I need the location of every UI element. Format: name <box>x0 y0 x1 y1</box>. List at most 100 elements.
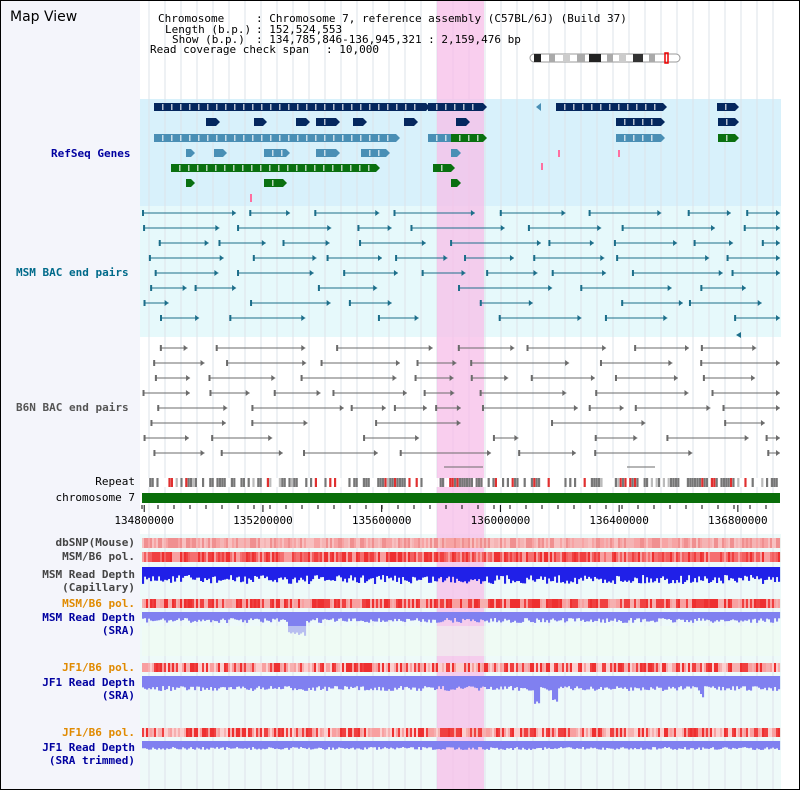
msm-sra-depth-bar <box>386 612 389 622</box>
msm-b6-pol-sra-cell <box>648 599 651 608</box>
msm-b6-pol-cell <box>600 552 603 562</box>
msm-sra-depth-bar <box>744 612 747 621</box>
jf1-sra-depth-bar <box>286 676 289 687</box>
msm-capillary-depth-bar <box>658 567 661 583</box>
dbsnp-cell <box>436 538 439 548</box>
msm-sra-depth-bar <box>354 612 357 619</box>
jf1-sra-depth-bar <box>348 676 351 690</box>
jf1-trimmed-depth-bar <box>546 741 549 749</box>
repeat-element <box>466 478 469 487</box>
jf1-b6-pol-cell <box>308 663 311 672</box>
jf1-trimmed-depth-bar <box>422 741 425 748</box>
b6n-bac-pair-end <box>457 345 460 351</box>
refseq-exon-gap <box>609 104 611 110</box>
jf1-b6-pol-trimmed-cell <box>192 728 195 737</box>
dbsnp-cell <box>164 538 167 548</box>
msm-capillary-depth-bar <box>706 567 709 579</box>
msm-bac-pair-end <box>218 240 221 246</box>
selected-region-highlight[interactable] <box>436 1 485 789</box>
dbsnp-cell <box>234 538 237 548</box>
jf1-trimmed-depth-bar <box>300 741 303 748</box>
repeat-element <box>384 478 387 487</box>
jf1-trimmed-depth-bar <box>166 741 169 749</box>
repeat-element <box>586 478 589 487</box>
b6n-bac-pair-end <box>573 405 578 411</box>
refseq-exon-gap <box>368 165 370 171</box>
jf1-sra-depth-bar <box>236 676 239 687</box>
dbsnp-cell <box>540 538 543 548</box>
jf1-b6-pol-trimmed-cell <box>652 728 655 737</box>
jf1-b6-pol-trimmed-cell <box>246 728 249 737</box>
dbsnp-cell <box>298 538 301 548</box>
jf1-b6-pol-cell <box>404 663 407 672</box>
jf1-trimmed-depth-bar <box>176 741 179 749</box>
dbsnp-cell <box>206 538 209 548</box>
jf1-sra-depth-bar <box>216 676 219 691</box>
jf1-b6-pol-trimmed-cell <box>712 728 715 737</box>
msm-b6-pol-sra-cell <box>604 599 607 608</box>
repeat-element <box>715 478 718 487</box>
msm-b6-pol-cell <box>638 552 641 562</box>
dbsnp-cell <box>386 538 389 548</box>
chromosome-ideogram-icon[interactable] <box>529 52 685 66</box>
msm-b6-pol-sra-cell <box>220 599 223 608</box>
msm-b6-pol-sra-cell <box>572 599 575 608</box>
chromosome-value: : Chromosome 7, reference assembly (C57B… <box>256 12 627 25</box>
msm-b6-pol-sra-cell <box>524 599 527 608</box>
jf1-trimmed-depth-bar <box>432 741 435 750</box>
msm-sra-depth-bar <box>750 612 753 623</box>
b6n-bac-pair-end <box>339 405 344 411</box>
jf1-b6-pol-trimmed-cell <box>470 728 473 737</box>
repeat-element <box>338 478 341 487</box>
repeat-element <box>444 478 447 487</box>
jf1-trimmed-depth-bar <box>194 741 197 750</box>
b6n-bac-pair-end <box>776 435 780 441</box>
refseq-gene-arrow <box>191 149 195 157</box>
msm-bac-pair-end <box>729 240 734 246</box>
msm-capillary-depth-bar <box>756 567 759 577</box>
dbsnp-cell <box>300 538 303 548</box>
jf1-sra-depth-bar <box>572 676 575 691</box>
jf1-b6-pol-cell <box>328 663 331 672</box>
repeat-element <box>730 478 733 487</box>
msm-sra-depth-bar <box>192 612 195 622</box>
jf1-b6-pol-trimmed-cell <box>670 728 673 737</box>
jf1-trimmed-depth-bar <box>294 741 297 748</box>
msm-sra-depth-bar <box>454 612 457 619</box>
jf1-trimmed-depth-bar <box>220 741 223 748</box>
msm-capillary-depth-bar <box>194 567 197 580</box>
msm-sra-depth-bar <box>236 612 239 620</box>
jf1-trimmed-depth-bar <box>498 741 501 750</box>
jf1-trimmed-depth-bar <box>298 741 301 749</box>
jf1-b6-pol-trimmed-cell <box>682 728 685 737</box>
jf1-sra-depth-bar <box>342 676 345 690</box>
jf1-sra-depth-bar <box>182 676 185 687</box>
msm-sra-depth-bar <box>762 612 765 621</box>
msm-bac-pair-end <box>326 255 329 261</box>
repeat-element <box>701 478 704 487</box>
jf1-b6-pol-trimmed-cell <box>622 728 625 737</box>
repeat-element <box>502 478 505 487</box>
jf1-trimmed-depth-bar <box>534 741 537 750</box>
msm-sra-depth-bar <box>424 612 427 622</box>
dbsnp-cell <box>672 538 675 548</box>
repeat-element <box>254 478 257 487</box>
repeat-element <box>530 478 533 487</box>
repeat-element <box>521 478 524 487</box>
jf1-b6-pol-cell <box>216 663 219 672</box>
jf1-b6-pol-trimmed-cell <box>282 728 285 737</box>
jf1-b6-pol-trimmed-cell <box>738 728 741 737</box>
jf1-b6-pol-trimmed-cell <box>216 728 219 737</box>
dbsnp-cell <box>346 538 349 548</box>
msm-b6-pol-cell <box>504 552 507 562</box>
jf1-trimmed-depth-bar <box>612 741 615 749</box>
jf1-b6-pol-cell <box>522 663 525 672</box>
jf1-b6-pol-trimmed-cell <box>550 728 553 737</box>
refseq-exon-gap <box>627 104 629 110</box>
msm-b6-pol-cell <box>742 552 745 562</box>
msm-capillary-depth-bar <box>370 567 373 579</box>
msm-capillary-depth-bar <box>758 567 761 580</box>
msm-b6-pol-sra-cell <box>536 599 539 608</box>
msm-b6-pol-sra-cell <box>332 599 335 608</box>
